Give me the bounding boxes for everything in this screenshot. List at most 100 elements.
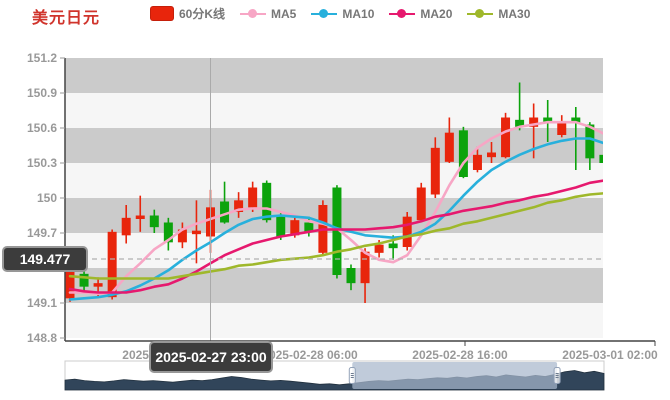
legend-item-label: MA5 [271, 6, 297, 21]
candle-body [487, 152, 496, 158]
navigator-right-handle[interactable] [553, 367, 561, 384]
candle[interactable] [444, 117, 454, 164]
candle[interactable] [430, 137, 440, 198]
candle[interactable] [472, 146, 482, 173]
y-axis-label: 150.6 [27, 121, 57, 135]
candle-body [472, 154, 482, 170]
candle-body [107, 231, 117, 298]
candle[interactable] [458, 126, 468, 179]
ma-line-swatch-icon [389, 7, 416, 20]
candle[interactable] [557, 115, 567, 138]
candle[interactable] [234, 192, 244, 218]
candle-body [121, 217, 131, 236]
legend-item-60k[interactable]: 60分K线 [150, 5, 225, 22]
ma-line-swatch-icon [311, 7, 338, 20]
legend-item-label: MA30 [498, 6, 531, 21]
candle[interactable] [416, 182, 426, 223]
candle-body [585, 124, 595, 159]
page-title: 美元日元 [32, 10, 101, 27]
candle[interactable] [599, 120, 608, 181]
legend-item-label: MA20 [420, 6, 453, 21]
candle-body [248, 187, 258, 208]
candle[interactable] [346, 264, 356, 291]
legend-item-ma30[interactable]: MA30 [467, 7, 530, 21]
candle-body [571, 117, 581, 124]
candle[interactable] [332, 185, 342, 279]
candle-body [515, 119, 525, 127]
candle-body [501, 117, 511, 158]
x-axis-label: 2025-02-28 06:00 [262, 348, 358, 362]
x-axis-label: 2025-02-28 16:00 [412, 348, 508, 362]
candle[interactable] [177, 222, 187, 249]
candle-body [388, 243, 398, 249]
y-axis-label: 149.1 [27, 296, 57, 310]
candle-body [177, 229, 187, 243]
legend-item-ma10[interactable]: MA10 [311, 7, 374, 21]
ma-line-ma30 [68, 192, 603, 280]
candle[interactable] [487, 142, 496, 163]
candle-body [430, 147, 440, 195]
y-axis-label: 150.3 [27, 156, 57, 170]
legend-item-ma5[interactable]: MA5 [240, 7, 296, 21]
background-band [65, 303, 603, 338]
ma-line-swatch-icon [467, 7, 494, 20]
candle-body [276, 215, 286, 237]
candle-body [346, 268, 356, 284]
candle-body [149, 215, 159, 228]
candle[interactable] [515, 82, 525, 131]
candle[interactable] [163, 217, 173, 251]
candle[interactable] [585, 122, 595, 170]
legend-item-ma20[interactable]: MA20 [389, 7, 452, 21]
y-axis-label: 148.8 [27, 331, 57, 345]
candle-body [529, 117, 539, 127]
candle-body [557, 123, 567, 135]
candle-body [220, 201, 230, 223]
candle[interactable] [149, 209, 159, 233]
candle[interactable] [360, 248, 370, 303]
legend: 60分K线 MA5 MA10 MA20 MA30 [150, 5, 530, 22]
crosshair-price-label: 149.477 [2, 246, 88, 272]
candle-body [332, 187, 342, 275]
candle-body [79, 273, 89, 287]
candle-body [402, 216, 412, 247]
candle[interactable] [107, 229, 117, 300]
navigator-selection-window[interactable] [352, 362, 558, 389]
y-axis-label: 151.2 [27, 51, 57, 65]
candle[interactable] [191, 200, 201, 264]
candle-body [304, 222, 314, 232]
candle[interactable] [501, 112, 511, 159]
background-band [65, 128, 603, 163]
plot-area[interactable] [65, 82, 609, 304]
x-axis-label: 2025-03-01 02:00 [562, 348, 658, 362]
background-band [65, 93, 603, 128]
crosshair-date-tooltip: 2025-02-27 23:00 [149, 341, 273, 373]
candle[interactable] [65, 268, 75, 302]
candle-body [416, 187, 426, 221]
ma-line-swatch-icon [240, 7, 267, 20]
kline-series-swatch-icon [150, 6, 174, 21]
candle-body [262, 182, 272, 221]
candle[interactable] [402, 212, 412, 251]
candle-body [444, 132, 454, 162]
candle-body [374, 244, 384, 253]
candle-body [458, 130, 468, 177]
navigator-left-handle[interactable] [348, 367, 356, 384]
candle[interactable] [318, 200, 328, 256]
candle-body [599, 154, 603, 163]
candle[interactable] [248, 181, 258, 212]
candle[interactable] [135, 195, 145, 232]
candle[interactable] [121, 205, 131, 244]
candle-body [543, 117, 553, 123]
candle-body [93, 283, 103, 287]
legend-item-label: 60分K线 [179, 7, 226, 21]
candle-body [163, 222, 173, 243]
candle-body [191, 230, 201, 235]
candle-body [135, 215, 145, 219]
y-axis-label: 150.9 [27, 86, 57, 100]
y-axis-label: 149.7 [27, 226, 57, 240]
candle[interactable] [220, 181, 230, 224]
data-zoom-navigator[interactable] [64, 360, 605, 391]
y-axis-label: 150 [37, 191, 57, 205]
